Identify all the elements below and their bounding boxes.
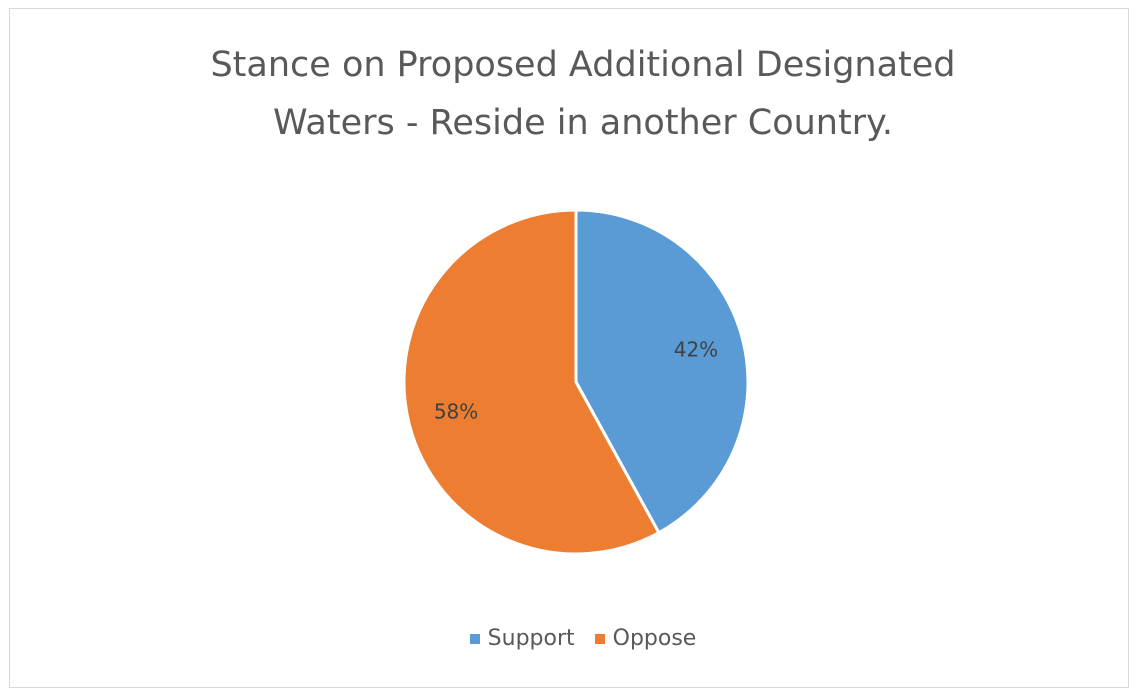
legend-swatch-support: [469, 633, 480, 644]
legend-label-support: Support: [487, 626, 575, 651]
pie-slice-support: [574, 208, 750, 535]
pie-slice-oppose: [402, 208, 661, 556]
chart-title-line-2: Waters - Reside in another Country.: [273, 103, 893, 143]
chart-title: Stance on Proposed Additional Designated…: [0, 36, 1136, 152]
legend-label-oppose: Oppose: [612, 626, 697, 651]
chart-title-line-1: Stance on Proposed Additional Designated: [210, 45, 956, 85]
pie-label-oppose: 58%: [434, 399, 478, 423]
legend-item-oppose: Oppose: [594, 626, 697, 651]
chart-legend: Support Oppose: [0, 626, 1136, 651]
legend-swatch-oppose: [594, 633, 605, 644]
legend-item-support: Support: [469, 626, 575, 651]
pie-label-support: 42%: [674, 338, 718, 362]
